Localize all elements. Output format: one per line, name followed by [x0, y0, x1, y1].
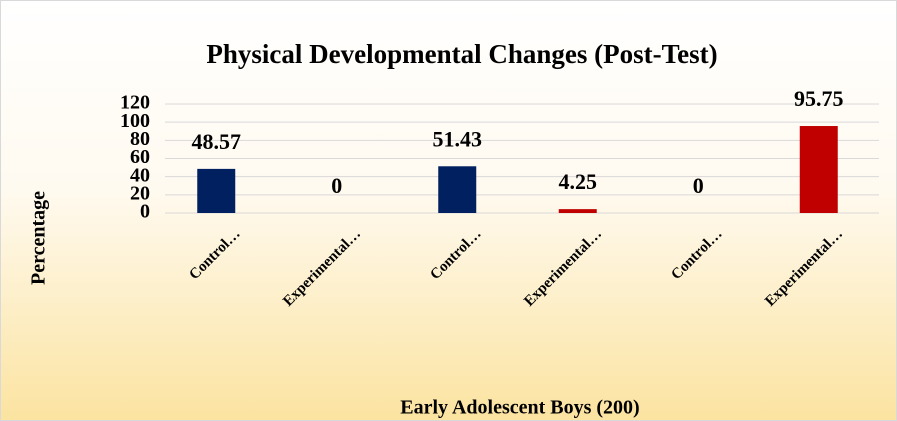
y-tick-label: 60: [130, 146, 150, 168]
y-tick-label: 100: [120, 110, 150, 132]
y-tick-label: 80: [130, 128, 150, 150]
data-label: 4.25: [559, 169, 598, 194]
data-label: 0: [693, 173, 704, 198]
y-tick-label: 40: [130, 164, 150, 186]
x-axis-title: Early Adolescent Boys (200): [400, 397, 639, 419]
y-axis-title: Percentage: [28, 191, 50, 285]
y-tick-label: 120: [120, 92, 150, 114]
y-tick-label: 0: [140, 201, 150, 223]
chart-title: Physical Developmental Changes (Post-Tes…: [206, 39, 717, 69]
data-label: 0: [331, 173, 342, 198]
data-label: 95.75: [794, 86, 844, 111]
bar: [197, 168, 236, 213]
data-label: 51.43: [433, 126, 483, 151]
y-tick-label: 20: [130, 182, 150, 204]
bar: [558, 209, 597, 213]
data-label: 48.57: [192, 129, 242, 154]
bar: [438, 166, 477, 213]
bar: [799, 126, 838, 213]
